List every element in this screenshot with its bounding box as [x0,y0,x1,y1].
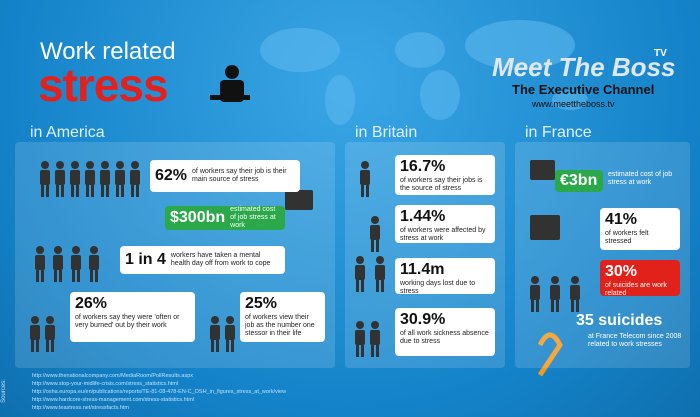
stat-box: €3bn [555,170,603,192]
stat-box: 41% of workers felt stressed [600,208,680,250]
stat-box: 11.4m working days lost due to stress [395,258,495,296]
section-heading: in France [525,124,592,141]
stat-text: of workers say their job is their main s… [192,167,287,183]
stat-box: 30.9% of all work sickness absence due to… [395,308,495,356]
source-link: http://www.thenationalcompany.com/MediaR… [32,373,194,379]
stat-box: $300bn estimated cost of job stress at wo… [165,206,285,230]
logo-tv: TV [654,48,667,59]
stat-text: at France Telecom since 2008 related to … [588,333,682,349]
stat-value: 1 in 4 [125,251,166,268]
section-heading: in America [30,124,105,141]
title-word: stress [38,59,169,111]
france-telecom-logo [537,332,563,377]
stat-text: workers have taken a mental health day o… [170,251,271,267]
stat-text: of workers say their jobs is the source … [400,177,483,193]
stat-box: 25% of workers view their job as the numb… [240,292,325,342]
stat-value: 62% [155,167,188,184]
title-line: Work related [40,38,176,65]
stat-box: 26% of workers say they were 'often or ve… [70,292,195,342]
people-icons [30,160,580,357]
logo-tagline: The Executive Channel [512,82,655,97]
logo-url: www.meettheboss.tv [532,99,615,109]
stat-value: 35 suicides [576,312,663,329]
stat-text: of workers view their job as the number … [245,314,315,338]
stat-value: 16.7% [400,158,446,175]
stat-text: of suicides are work related [605,282,667,298]
stat-text: estimated cost of job stress at work [608,171,673,187]
source-link: http://www.hardcore-stress-management.co… [32,397,194,403]
sources-label: Sources: [0,379,7,403]
section-heading: in Britain [355,124,418,141]
stat-value: 26% [75,295,108,312]
source-link: http://www.teastress.net/stressfacts.htm [32,405,129,411]
stat-value: 25% [245,295,278,312]
source-link: http://www.stop-your-midlife-crisis.com/… [32,381,179,387]
businessman-icon [210,65,250,102]
stat-value: 11.4m [400,261,445,278]
stat-text: of workers were affected by stress at wo… [400,227,486,243]
stat-text: of all work sickness absence due to stre… [400,330,489,346]
stat-text: estimated cost of job stress at work [230,205,276,230]
stat-box: 1 in 4 workers have taken a mental health… [120,246,285,274]
stat-value: $300bn [170,209,226,226]
stat-value: 1.44% [400,208,446,225]
stat-box: 16.7% of workers say their jobs is the so… [395,155,495,195]
stat-text: working days lost due to stress [400,280,476,296]
logo-name: Meet The Boss [492,52,676,82]
stat-value: €3bn [560,172,598,189]
stat-text: of workers say they were 'often or very … [75,314,180,330]
stat-value: 41% [605,211,638,228]
stat-value: 30.9% [400,311,446,328]
stat-value: 30% [605,263,638,280]
stat-box: 1.44% of workers were affected by stress … [395,205,495,243]
stat-text: of workers felt stressed [605,230,649,246]
world-map [260,20,588,125]
source-link: http://osha.europa.eu/en/publications/re… [32,389,287,395]
stat-box: 30% of suicides are work related [600,260,680,298]
stat-box: 62% of workers say their job is their mai… [150,160,300,192]
